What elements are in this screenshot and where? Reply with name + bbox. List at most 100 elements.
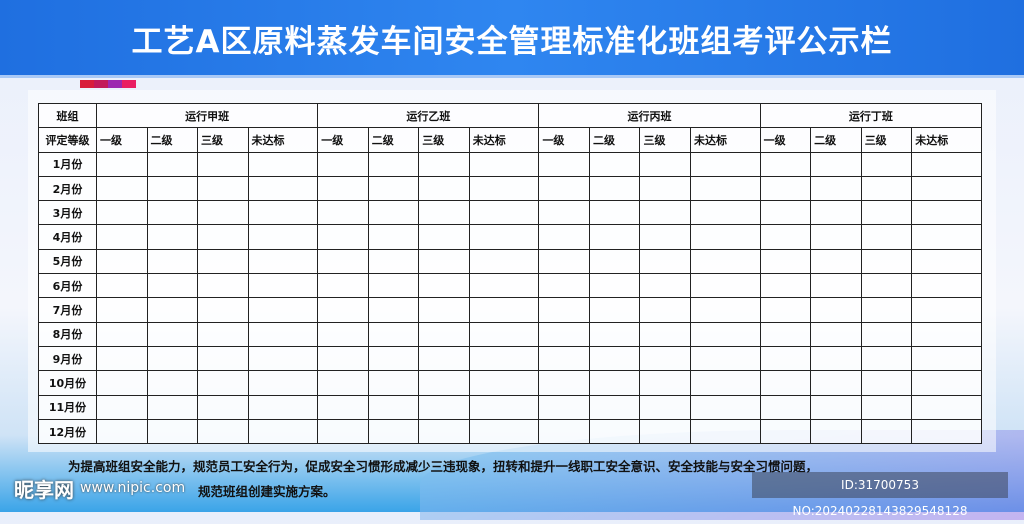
table-row: 10月份	[38, 370, 982, 396]
score-cell	[860, 200, 913, 226]
score-cell	[197, 418, 249, 445]
month-label: 2月份	[38, 175, 97, 202]
score-cell	[689, 248, 761, 275]
score-cell	[146, 273, 199, 299]
score-cell	[418, 321, 470, 347]
score-cell	[367, 370, 420, 396]
level-header: 三级	[639, 127, 691, 153]
score-cell	[538, 321, 590, 347]
score-cell	[418, 273, 470, 299]
score-cell	[367, 175, 420, 202]
score-cell	[538, 418, 590, 445]
score-cell	[810, 224, 862, 250]
score-cell	[96, 418, 148, 445]
score-cell	[317, 200, 369, 226]
score-cell	[810, 175, 862, 202]
month-label: 6月份	[38, 273, 97, 299]
score-cell	[468, 394, 540, 420]
score-cell	[367, 273, 420, 299]
score-cell	[418, 370, 470, 396]
table-row: 2月份	[38, 175, 982, 202]
score-cell	[810, 394, 862, 420]
level-header: 一级	[759, 127, 812, 153]
score-cell	[860, 321, 913, 347]
score-cell	[689, 418, 761, 445]
level-header: 未达标	[911, 127, 982, 153]
score-cell	[810, 418, 862, 445]
score-cell	[860, 224, 913, 250]
score-cell	[367, 151, 420, 177]
watermark-id: ID:31700753 NO:20240228143829548128	[752, 472, 1008, 518]
score-cell	[759, 297, 812, 323]
score-cell	[418, 151, 470, 177]
score-cell	[247, 394, 319, 420]
score-cell	[418, 418, 470, 445]
score-cell	[860, 151, 913, 177]
score-cell	[468, 273, 540, 299]
score-cell	[317, 151, 369, 177]
score-cell	[247, 200, 319, 226]
month-label: 4月份	[38, 224, 97, 250]
score-cell	[588, 321, 641, 347]
score-cell	[146, 151, 199, 177]
score-cell	[759, 200, 812, 226]
score-cell	[639, 224, 691, 250]
score-cell	[639, 200, 691, 226]
score-cell	[96, 175, 148, 202]
score-cell	[689, 175, 761, 202]
score-cell	[247, 297, 319, 323]
table-row: 8月份	[38, 321, 982, 347]
score-cell	[810, 370, 862, 396]
score-cell	[759, 418, 812, 445]
table-row: 9月份	[38, 345, 982, 372]
score-cell	[197, 345, 249, 372]
score-cell	[367, 418, 420, 445]
score-cell	[247, 224, 319, 250]
score-cell	[639, 345, 691, 372]
level-header: 一级	[96, 127, 148, 153]
score-cell	[860, 175, 913, 202]
score-cell	[197, 175, 249, 202]
corner-level-label: 评定等级	[38, 127, 97, 153]
score-cell	[911, 321, 982, 347]
score-cell	[317, 321, 369, 347]
team-header: 运行甲班	[95, 102, 319, 129]
level-header: 二级	[588, 127, 641, 153]
month-label: 9月份	[38, 345, 97, 372]
score-cell	[96, 321, 148, 347]
score-cell	[639, 370, 691, 396]
score-cell	[759, 175, 812, 202]
corner-team-label: 班组	[38, 102, 97, 129]
score-cell	[759, 248, 812, 275]
score-cell	[810, 297, 862, 323]
score-cell	[639, 248, 691, 275]
score-cell	[759, 370, 812, 396]
score-cell	[418, 345, 470, 372]
score-cell	[367, 200, 420, 226]
table-row: 11月份	[38, 394, 982, 420]
level-header: 二级	[367, 127, 420, 153]
score-cell	[247, 321, 319, 347]
score-cell	[759, 224, 812, 250]
score-cell	[247, 151, 319, 177]
score-cell	[197, 370, 249, 396]
table-row: 1月份	[38, 151, 982, 177]
table-row: 3月份	[38, 200, 982, 226]
score-cell	[418, 224, 470, 250]
score-cell	[538, 297, 590, 323]
score-cell	[689, 273, 761, 299]
month-label: 7月份	[38, 297, 97, 323]
score-cell	[911, 273, 982, 299]
decor-block	[80, 80, 94, 88]
score-cell	[96, 273, 148, 299]
score-cell	[538, 175, 590, 202]
level-header: 未达标	[468, 127, 540, 153]
score-cell	[317, 297, 369, 323]
score-cell	[588, 297, 641, 323]
score-cell	[367, 248, 420, 275]
score-cell	[367, 297, 420, 323]
score-cell	[468, 297, 540, 323]
score-cell	[588, 248, 641, 275]
score-cell	[468, 248, 540, 275]
score-cell	[759, 151, 812, 177]
